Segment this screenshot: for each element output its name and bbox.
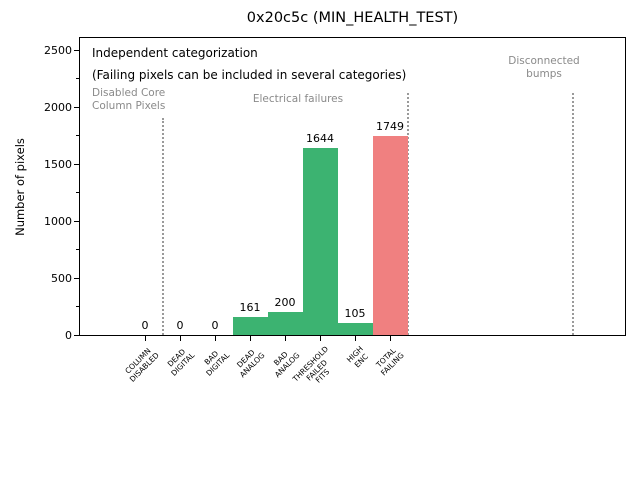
y-axis-label: Number of pixels [13,138,27,236]
x-tick-label-high-enc: HIGH ENC [344,344,370,370]
x-tick-mark [390,336,391,341]
x-tick-label-bad-digital: BAD DIGITAL [202,348,231,378]
annotation-electrical-failures: Electrical failures [252,93,344,105]
y-tick-mark [74,278,79,279]
bar-value-label-bad-analog: 200 [274,296,296,309]
annotation-disconnected-bumps: Disconnected bumps [508,55,580,80]
x-tick-label-total-failing: TOTAL FAILING [374,346,406,378]
annotation-disabled-core-column-pixels: Disabled Core Column Pixels [92,87,166,112]
y-minor-tick-mark [76,78,79,79]
y-tick-mark [74,335,79,336]
category-separator-line [572,93,575,335]
plot-area: Independent categorization (Failing pixe… [79,37,626,336]
bar-value-label-bad-digital: 0 [211,319,219,332]
y-tick-mark [74,50,79,51]
x-tick-label-dead-digital: DEAD DIGITAL [165,347,196,378]
y-minor-tick-mark [76,135,79,136]
x-tick-mark [285,336,286,341]
category-separator-line [161,118,164,335]
bar-value-label-total-failing: 1749 [376,120,404,133]
y-tick-label: 1000 [44,215,72,228]
bar-threshold-failed-fits [302,148,338,335]
bar-value-label-dead-analog: 161 [239,301,261,314]
y-minor-tick-mark [76,306,79,307]
y-tick-label: 0 [65,329,72,342]
category-separator-line [406,93,409,335]
x-tick-mark [320,336,321,341]
y-minor-tick-mark [76,192,79,193]
y-tick-mark [74,221,79,222]
x-tick-mark [355,336,356,341]
y-tick-label: 1500 [44,158,72,171]
y-tick-label: 500 [51,272,72,285]
bar-value-label-threshold-failed-fits: 1644 [306,132,334,145]
annotation-independent-categorization: Independent categorization [92,46,258,60]
bar-total-failing [372,136,408,335]
bar-bad-analog [267,312,303,335]
bar-dead-analog [232,317,268,335]
x-tick-mark [145,336,146,341]
annotation-failing-pixels-note: (Failing pixels can be included in sever… [92,68,407,82]
x-tick-mark [215,336,216,341]
x-tick-label-column-disabled: COLUMN DISABLED [123,346,161,384]
y-tick-mark [74,164,79,165]
x-tick-mark [180,336,181,341]
bar-value-label-dead-digital: 0 [176,319,184,332]
x-tick-label-dead-analog: DEAD ANALOG [234,347,266,379]
y-minor-tick-mark [76,249,79,250]
x-tick-mark [250,336,251,341]
y-tick-mark [74,107,79,108]
bar-value-label-high-enc: 105 [344,307,366,320]
y-tick-label: 2500 [44,44,72,57]
bar-value-label-column-disabled: 0 [141,319,149,332]
y-tick-label: 2000 [44,101,72,114]
bar-high-enc [337,323,373,335]
chart-title: 0x20c5c (MIN_HEALTH_TEST) [246,10,459,26]
